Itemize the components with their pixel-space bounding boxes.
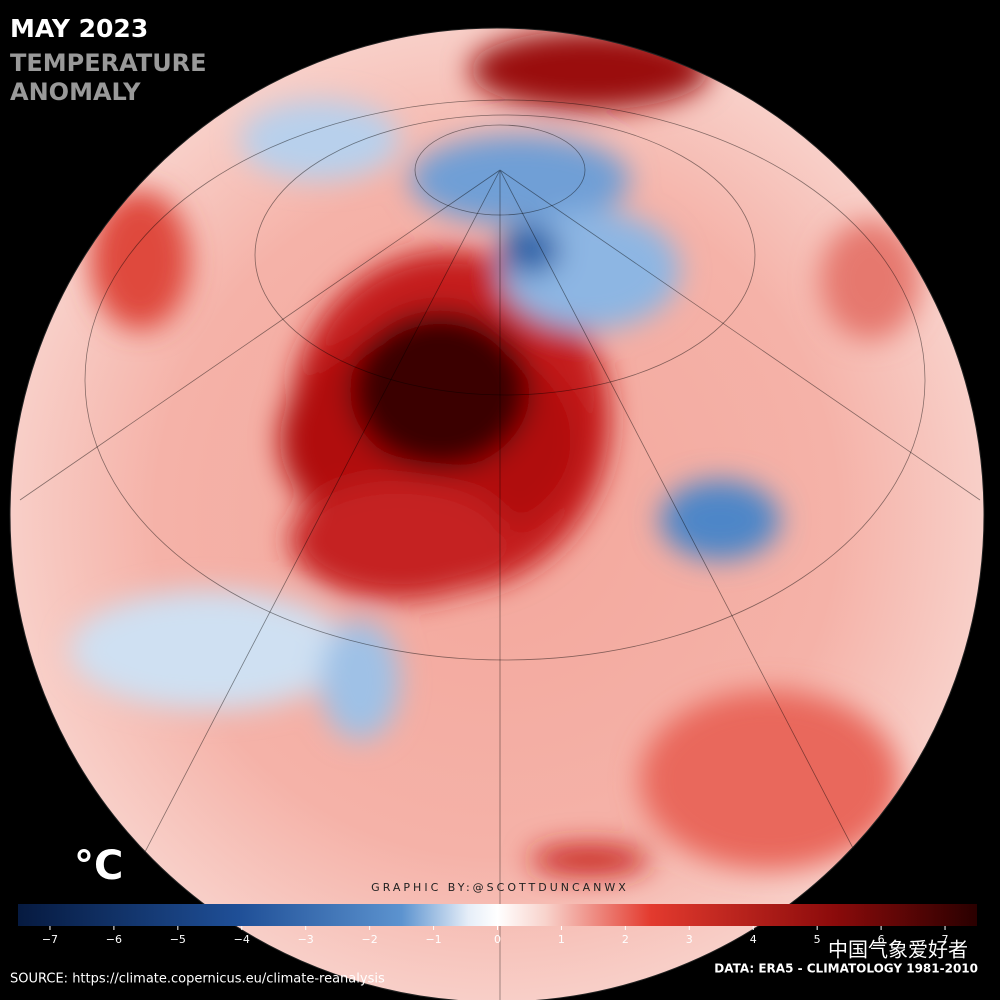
credit: GRAPHIC BY:@SCOTTDUNCANWX <box>371 881 629 894</box>
anomaly-field <box>70 30 920 875</box>
colorbar <box>18 904 977 926</box>
subtitle: TEMPERATURE <box>10 49 207 77</box>
colorbar-tick-label: −3 <box>298 933 314 946</box>
colorbar-tick-label: 7 <box>942 933 949 946</box>
data-note: DATA: ERA5 - CLIMATOLOGY 1981-2010 <box>714 962 978 976</box>
colorbar-tick-label: −1 <box>425 933 441 946</box>
colorbar-tick-label: 1 <box>558 933 565 946</box>
colorbar-tick-label: 6 <box>878 933 885 946</box>
graticule <box>19 99 981 1000</box>
watermark: 中国气象爱好者 <box>828 938 968 962</box>
colorbar-tick-label: −6 <box>106 933 122 946</box>
colorbar-tick-label: −4 <box>234 933 250 946</box>
colorbar-tick-label: 0 <box>494 933 501 946</box>
subtitle: ANOMALY <box>10 78 141 106</box>
colorbar-tick-label: 3 <box>686 933 693 946</box>
colorbar-tick-label: −5 <box>170 933 186 946</box>
source: SOURCE: https://climate.copernicus.eu/cl… <box>10 972 385 987</box>
colorbar-unit: °C <box>74 843 123 889</box>
globe-outline <box>9 27 985 1000</box>
colorbar-tick-label: −2 <box>362 933 378 946</box>
colorbar-tick-label: 2 <box>622 933 629 946</box>
colorbar-tick-label: 4 <box>750 933 757 946</box>
title: MAY 2023 <box>10 14 148 43</box>
colorbar-tick-label: 5 <box>814 933 821 946</box>
colorbar-tick-label: −7 <box>42 933 58 946</box>
